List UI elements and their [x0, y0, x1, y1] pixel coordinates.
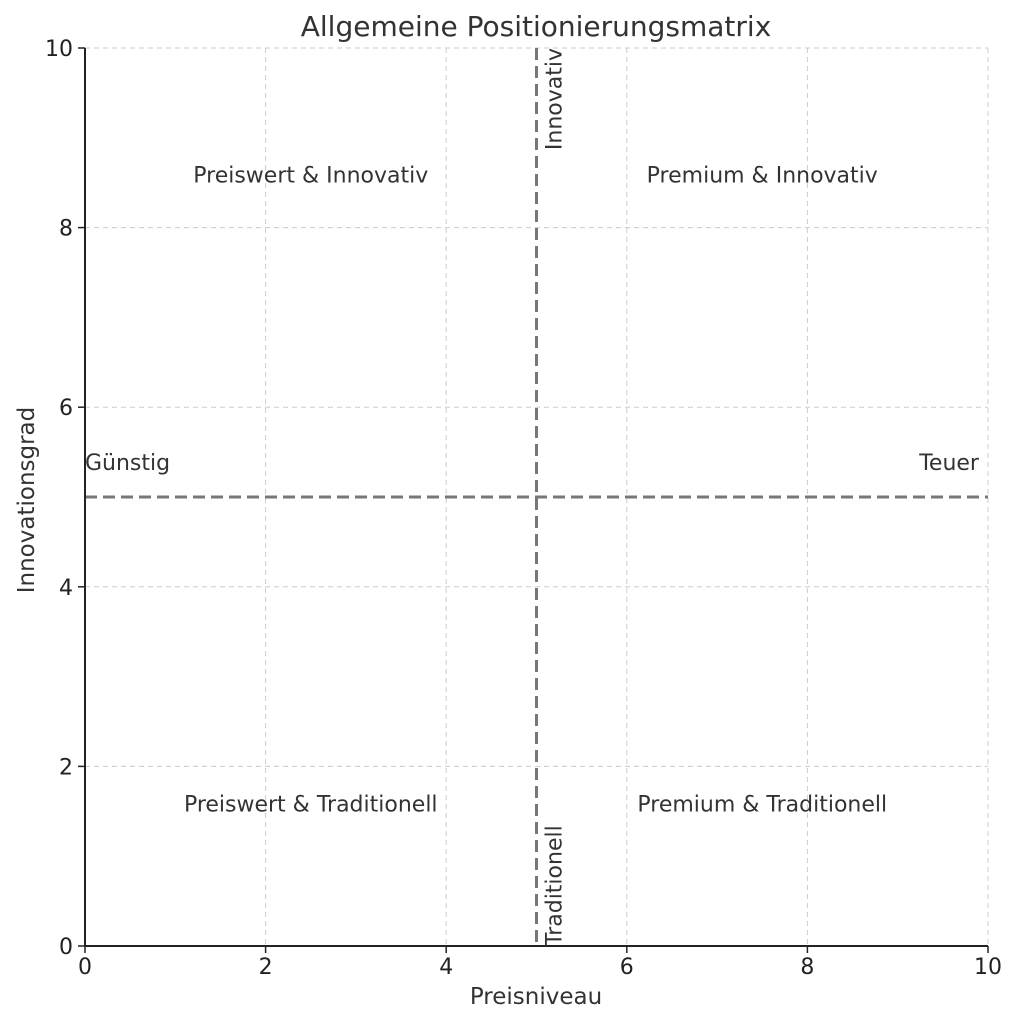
- ticks-layer: 0 2 4 6 8 10 0 2 4 6 8 10: [45, 37, 1002, 980]
- labels-layer: Preiswert & Innovativ Premium & Innovativ…: [85, 48, 980, 947]
- quadrant-label: Preiswert & Innovativ: [193, 164, 428, 189]
- y-tick-label: 4: [59, 576, 73, 601]
- axis-annotation: Teuer: [918, 451, 980, 476]
- x-axis-label: Preisniveau: [470, 984, 602, 1010]
- x-tick-label: 8: [800, 955, 814, 980]
- chart-title: Allgemeine Positionierungsmatrix: [301, 10, 772, 43]
- x-tick-label: 4: [439, 955, 453, 980]
- x-tick-label: 10: [974, 955, 1002, 980]
- y-axis-label: Innovationsgrad: [14, 407, 40, 594]
- axis-annotation: Traditionell: [543, 825, 568, 947]
- x-tick-label: 0: [78, 955, 92, 980]
- y-tick-label: 0: [59, 935, 73, 960]
- quadrant-label: Premium & Traditionell: [637, 792, 887, 817]
- y-tick-label: 2: [59, 755, 73, 780]
- axis-annotation: Innovativ: [543, 48, 568, 150]
- divider-layer: [85, 48, 988, 946]
- axes-layer: [84, 48, 988, 947]
- y-tick-label: 6: [59, 396, 73, 421]
- quadrant-label: Preiswert & Traditionell: [184, 792, 438, 817]
- axis-annotation: Günstig: [85, 451, 170, 476]
- x-tick-label: 2: [259, 955, 273, 980]
- quadrant-label: Premium & Innovativ: [647, 164, 878, 189]
- y-tick-label: 8: [59, 217, 73, 242]
- x-tick-label: 6: [620, 955, 634, 980]
- y-tick-label: 10: [45, 37, 73, 62]
